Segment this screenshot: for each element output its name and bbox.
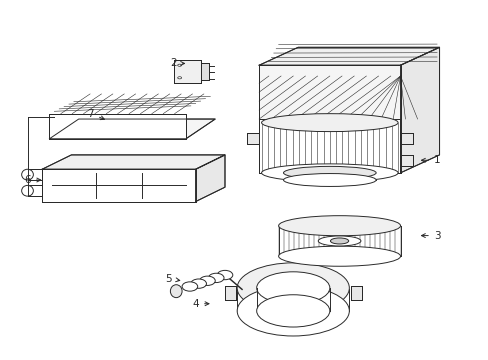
Polygon shape: [350, 286, 361, 300]
Polygon shape: [259, 47, 439, 65]
Ellipse shape: [182, 282, 197, 291]
Polygon shape: [49, 114, 185, 139]
Polygon shape: [195, 155, 224, 202]
Ellipse shape: [177, 64, 181, 66]
Ellipse shape: [330, 238, 348, 244]
Text: 5: 5: [165, 274, 180, 284]
Ellipse shape: [170, 285, 182, 298]
Polygon shape: [42, 155, 224, 169]
Text: 1: 1: [421, 155, 440, 165]
Polygon shape: [27, 169, 42, 180]
Polygon shape: [259, 65, 400, 119]
Ellipse shape: [237, 286, 348, 336]
Polygon shape: [259, 65, 400, 173]
Polygon shape: [400, 155, 412, 166]
Polygon shape: [173, 60, 200, 83]
Polygon shape: [200, 63, 209, 80]
Polygon shape: [49, 119, 215, 139]
Text: 7: 7: [87, 109, 104, 120]
Polygon shape: [283, 173, 375, 180]
Text: 6: 6: [24, 175, 41, 185]
Ellipse shape: [261, 164, 397, 182]
Ellipse shape: [283, 166, 375, 179]
Ellipse shape: [21, 169, 33, 180]
Ellipse shape: [208, 273, 224, 283]
Polygon shape: [224, 286, 235, 300]
Text: 3: 3: [421, 231, 440, 240]
Polygon shape: [400, 134, 412, 144]
Polygon shape: [42, 169, 195, 202]
Text: 4: 4: [192, 299, 208, 309]
Ellipse shape: [278, 216, 400, 236]
Ellipse shape: [199, 276, 215, 285]
Ellipse shape: [278, 246, 400, 266]
Polygon shape: [400, 47, 439, 173]
Ellipse shape: [256, 272, 329, 304]
Ellipse shape: [177, 77, 181, 79]
Ellipse shape: [256, 295, 329, 327]
Polygon shape: [246, 134, 259, 144]
Ellipse shape: [237, 263, 348, 313]
Ellipse shape: [21, 185, 33, 196]
Ellipse shape: [283, 174, 375, 186]
Polygon shape: [27, 185, 42, 196]
Ellipse shape: [190, 279, 206, 288]
Ellipse shape: [261, 114, 397, 132]
Ellipse shape: [217, 270, 232, 280]
Text: 2: 2: [170, 58, 184, 68]
Ellipse shape: [318, 236, 360, 246]
